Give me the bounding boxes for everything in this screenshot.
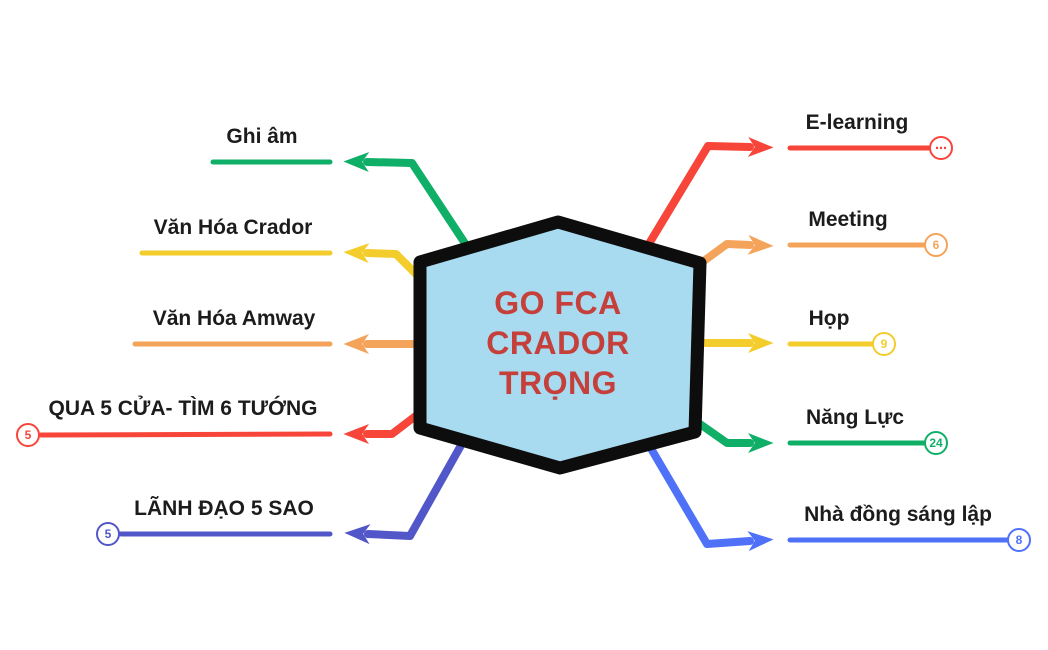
topic-label-nang-luc[interactable]: Năng Lực [805,406,905,429]
topic-label-nha-dong-sang-lap[interactable]: Nhà đồng sáng lập [804,503,992,526]
label-underline-qua-5-cua [38,431,333,438]
topic-label-meeting[interactable]: Meeting [808,208,888,231]
topic-label-van-hoa-amway[interactable]: Văn Hóa Amway [152,307,316,330]
badge-e-learning[interactable]: ⋯ [929,136,953,160]
badge-qua-5-cua[interactable]: 5 [16,423,40,447]
branch-connector-nha-dong-sang-lap [642,436,774,552]
branch-connector-lanh-dao-5-sao [344,436,468,545]
badge-lanh-dao-5-sao[interactable]: 5 [96,522,120,546]
topic-label-ghi-am[interactable]: Ghi âm [226,125,298,148]
central-topic-line2: CRADOR [486,325,630,361]
topic-label-qua-5-cua[interactable]: QUA 5 CỬA- TÌM 6 TƯỚNG [48,397,318,420]
branch-connector-nang-luc [686,413,774,453]
topic-label-lanh-dao-5-sao[interactable]: LÃNH ĐẠO 5 SAO [134,497,314,520]
branch-connector-ghi-am [343,152,476,258]
topic-label-e-learning[interactable]: E-learning [805,111,909,134]
central-topic-line1: GO FCA [494,285,622,321]
branch-connector-e-learning [640,136,774,256]
central-topic[interactable]: GO FCA CRADOR TRỌNG [486,283,629,403]
badge-meeting[interactable]: 6 [924,233,948,257]
badge-hop[interactable]: 9 [872,332,896,356]
topic-label-hop[interactable]: Họp [808,307,850,330]
central-topic-line3: TRỌNG [498,365,618,401]
central-node-hexagon[interactable] [413,215,707,475]
topic-label-van-hoa-crador[interactable]: Văn Hóa Crador [153,216,313,239]
badge-nha-dong-sang-lap[interactable]: 8 [1007,528,1031,552]
badge-nang-luc[interactable]: 24 [924,431,948,455]
